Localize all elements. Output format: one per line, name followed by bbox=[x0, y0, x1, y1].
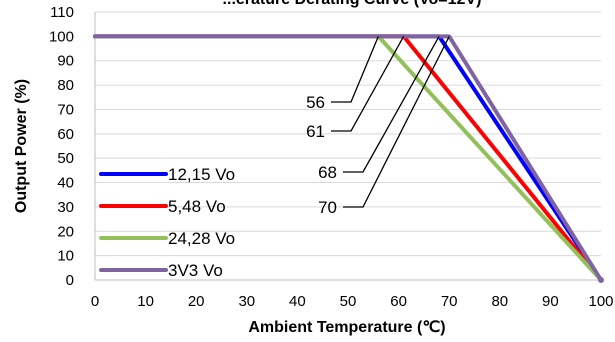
callout-label: 68 bbox=[318, 163, 337, 182]
y-tick-label: 40 bbox=[57, 175, 74, 192]
end-point-marker bbox=[598, 277, 604, 283]
x-tick-label: 30 bbox=[238, 293, 255, 310]
legend: 12,15 Vo 5,48 Vo 24,28 Vo 3V3 Vo bbox=[99, 165, 235, 280]
callout-leader bbox=[331, 36, 379, 103]
y-tick-label: 110 bbox=[50, 4, 74, 21]
y-tick-label: 30 bbox=[57, 199, 74, 216]
y-tick-label: 100 bbox=[49, 28, 74, 45]
x-tick-label: 0 bbox=[91, 293, 99, 310]
x-tick-label: 70 bbox=[441, 293, 458, 310]
y-tick-label: 50 bbox=[57, 150, 74, 167]
y-tick-label: 80 bbox=[57, 77, 74, 94]
callout-label: 61 bbox=[306, 122, 325, 141]
callout-leader bbox=[331, 36, 405, 132]
y-axis-title: Output Power (%) bbox=[13, 79, 30, 213]
axes bbox=[94, 12, 601, 281]
x-tick-labels: 0 10 20 30 40 50 60 70 80 90 100 bbox=[91, 293, 614, 310]
callout-label: 56 bbox=[306, 93, 325, 112]
y-tick-label: 10 bbox=[57, 248, 74, 265]
x-tick-label: 60 bbox=[390, 293, 407, 310]
legend-label: 3V3 Vo bbox=[168, 261, 223, 280]
callout-leader bbox=[343, 36, 450, 208]
y-tick-label: 0 bbox=[66, 272, 74, 289]
x-tick-label: 80 bbox=[491, 293, 508, 310]
x-tick-label: 90 bbox=[542, 293, 559, 310]
legend-label: 12,15 Vo bbox=[168, 165, 235, 184]
x-axis-title: Ambient Temperature (℃) bbox=[248, 319, 445, 336]
y-tick-label: 90 bbox=[57, 53, 74, 70]
y-tick-label: 20 bbox=[57, 223, 74, 240]
x-tick-label: 100 bbox=[588, 293, 613, 310]
x-tick-label: 50 bbox=[340, 293, 357, 310]
chart-title: ...erature Derating Curve (Vo=12V) bbox=[223, 0, 482, 8]
x-tick-label: 40 bbox=[289, 293, 306, 310]
legend-label: 5,48 Vo bbox=[168, 197, 226, 216]
callout-label: 70 bbox=[318, 198, 337, 217]
legend-label: 24,28 Vo bbox=[168, 229, 235, 248]
callout-leader bbox=[343, 36, 440, 173]
y-tick-label: 60 bbox=[57, 126, 74, 143]
x-tick-label: 10 bbox=[137, 293, 154, 310]
y-tick-label: 70 bbox=[57, 101, 74, 118]
x-tick-label: 20 bbox=[188, 293, 205, 310]
callout-annotations: 56 61 68 70 bbox=[306, 36, 450, 217]
y-tick-labels: 0 10 20 30 40 50 60 70 80 90 100 110 bbox=[49, 4, 74, 289]
grid-lines bbox=[95, 11, 601, 257]
